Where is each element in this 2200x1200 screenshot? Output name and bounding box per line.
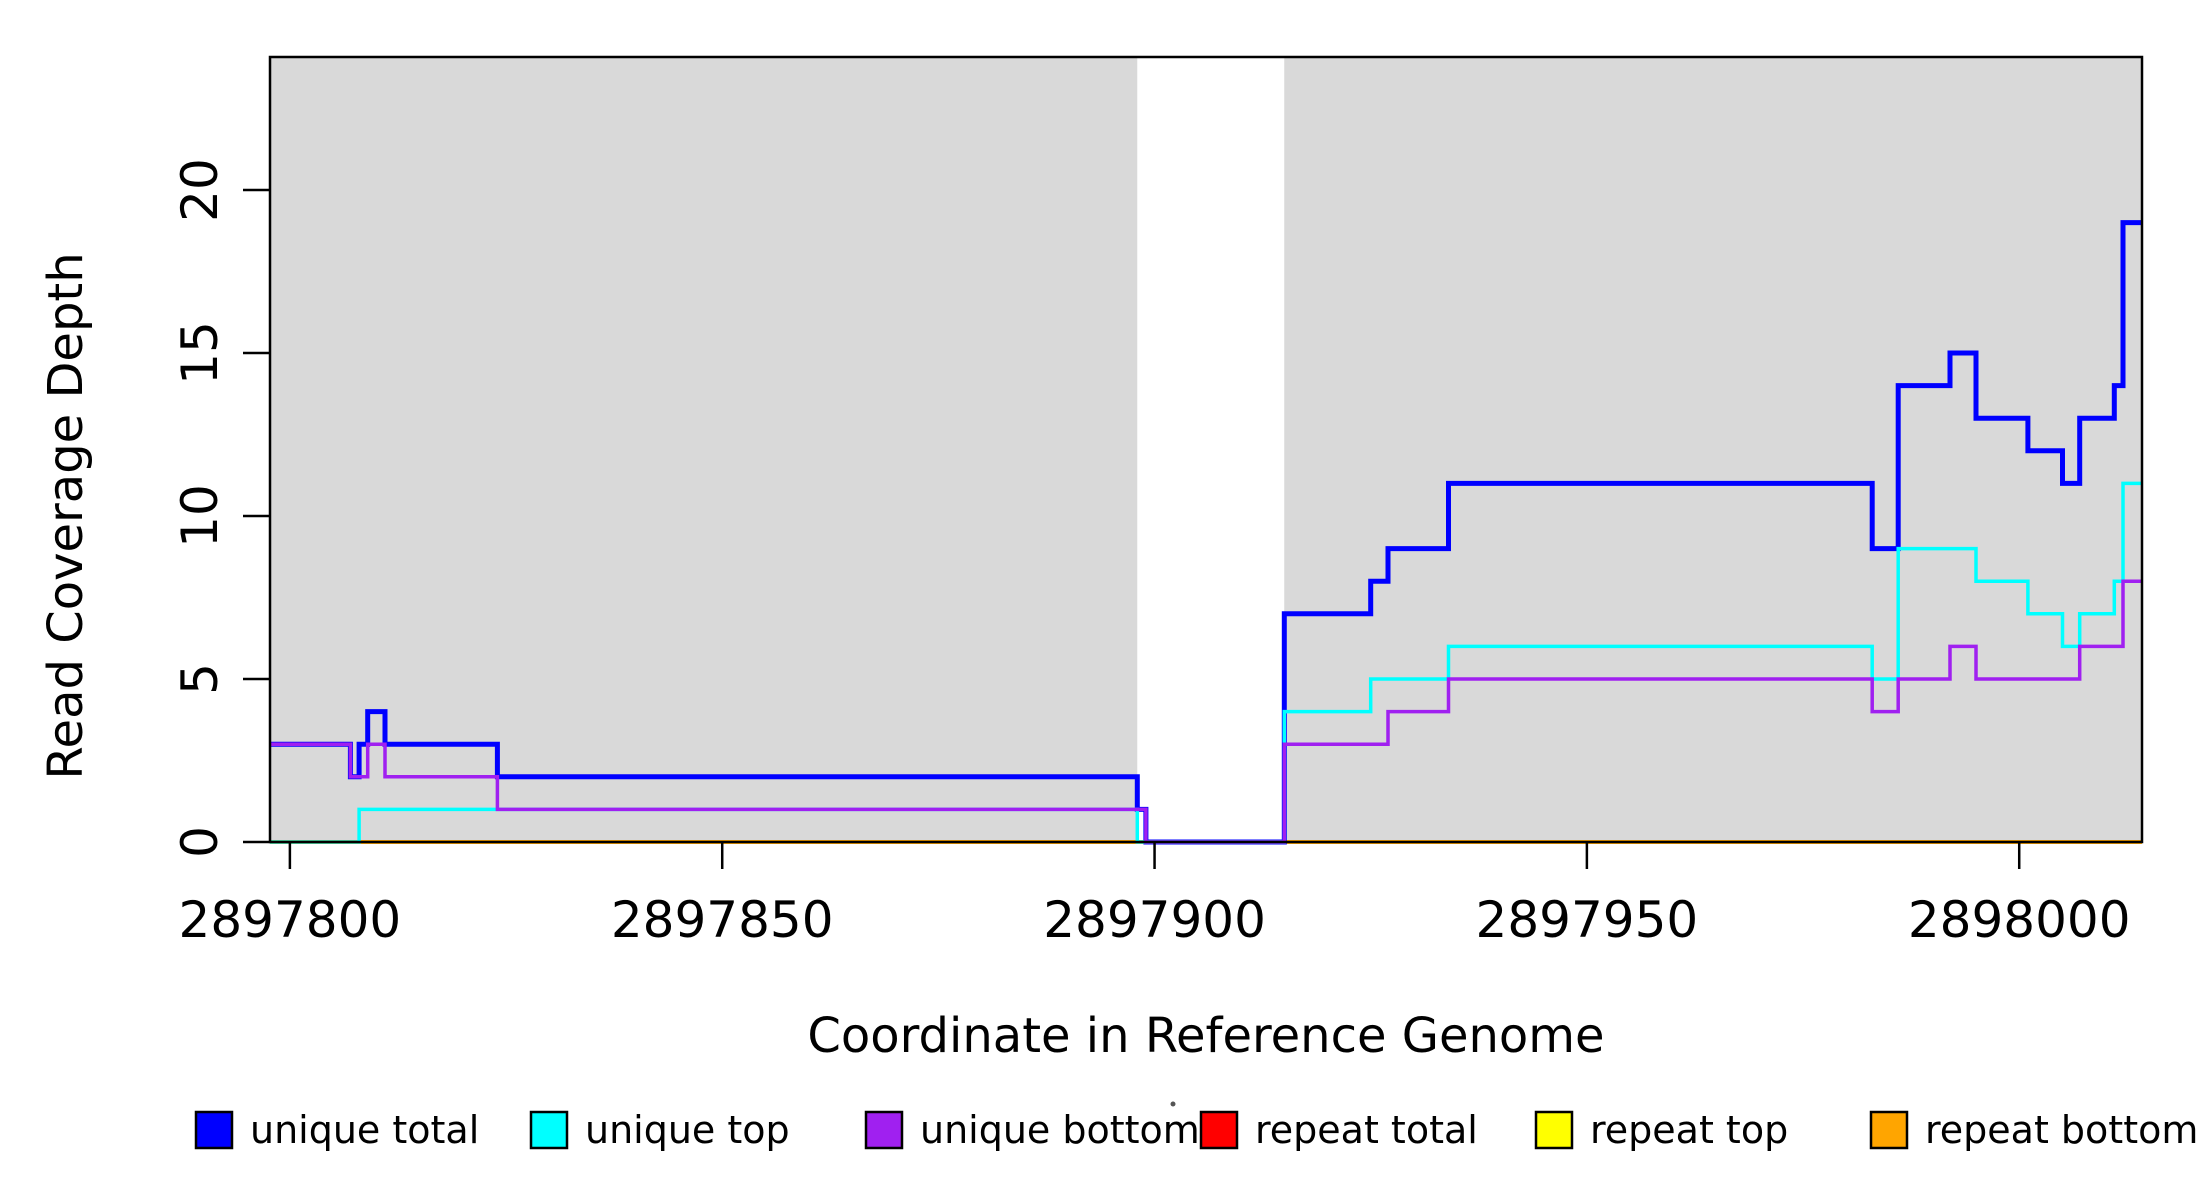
legend-swatch-repeat-top [1534,1110,1574,1150]
plot-border [268,55,2144,844]
y-tick-label-0: 0 [171,826,229,858]
shaded-band-1 [270,57,1138,842]
legend-item-repeat-top: repeat top [1534,1108,1788,1152]
legend-swatch-repeat-bottom [1869,1110,1909,1150]
legend-label-unique-total: unique total [250,1108,479,1152]
legend-swatch-unique-total [194,1110,234,1150]
legend-item-unique-bottom: unique bottom [864,1108,1200,1152]
legend-label-unique-top: unique top [585,1108,790,1152]
shaded-band-2 [1284,57,2142,842]
legend-label-unique-bottom: unique bottom [920,1108,1200,1152]
axes-layer: 2897800 2897850 2897900 2897950 2898000 0 5 10 1… [171,55,2144,949]
legend-label-repeat-bottom: repeat bottom [1925,1108,2198,1152]
shaded-bands-layer [270,57,2142,842]
legend-swatch-unique-bottom [864,1110,904,1150]
y-tick-label-5: 5 [171,663,229,695]
series-line-unique-bottom [270,579,2142,844]
x-tick-label-2897800: 2897800 [179,891,402,949]
x-axis-title: Coordinate in Reference Genome [807,1008,1604,1064]
series-line-unique-total [270,220,2142,845]
legend: unique total unique top unique bottom repea… [194,1101,2198,1152]
legend-label-repeat-total: repeat total [1255,1108,1478,1152]
y-tick-label-15: 15 [171,321,229,385]
x-tick-label-2898000: 2898000 [1908,891,2131,949]
legend-item-repeat-bottom: repeat bottom [1869,1108,2198,1152]
legend-stray-dot [1170,1101,1176,1107]
x-tick-label-2897900: 2897900 [1043,891,1266,949]
y-axis-title: Read Coverage Depth [38,252,94,779]
legend-swatch-repeat-total [1199,1110,1239,1150]
x-tick-label-2897850: 2897850 [611,891,834,949]
legend-item-unique-top: unique top [529,1108,790,1152]
legend-item-unique-total: unique total [194,1108,479,1152]
legend-swatch-unique-top [529,1110,569,1150]
legend-item-repeat-total: repeat total [1199,1108,1478,1152]
legend-label-repeat-top: repeat top [1590,1108,1788,1152]
y-tick-label-20: 20 [171,158,229,222]
x-tick-label-2897950: 2897950 [1476,891,1699,949]
y-tick-label-10: 10 [171,484,229,548]
